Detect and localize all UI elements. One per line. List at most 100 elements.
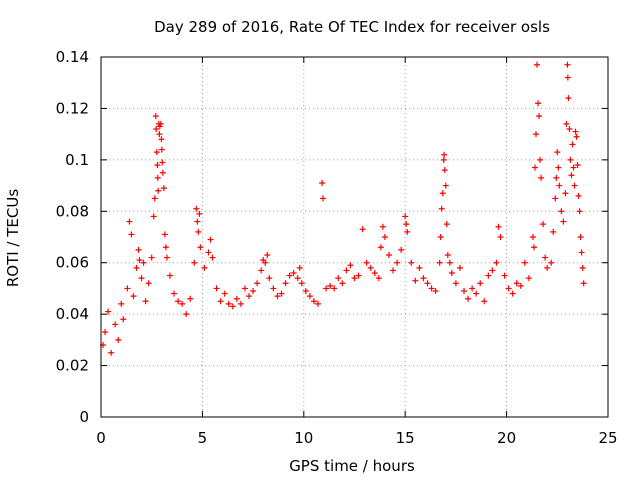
data-point — [237, 300, 244, 307]
data-point — [229, 303, 236, 310]
data-point — [320, 195, 327, 202]
data-point — [145, 280, 152, 287]
data-point — [477, 280, 484, 287]
data-point — [250, 288, 257, 294]
data-point — [136, 257, 143, 264]
data-point — [573, 133, 580, 140]
data-point — [390, 267, 397, 274]
data-point — [571, 182, 578, 189]
data-point — [446, 259, 453, 266]
data-point — [339, 280, 346, 287]
data-point — [166, 272, 173, 279]
data-point — [505, 285, 512, 292]
data-point — [521, 259, 528, 266]
x-tick-label: 10 — [294, 429, 313, 447]
data-point — [436, 259, 443, 266]
data-point — [264, 252, 271, 258]
data-point — [540, 221, 547, 228]
data-point — [381, 234, 388, 240]
data-point — [444, 252, 451, 258]
data-point — [152, 113, 159, 120]
data-point — [544, 264, 551, 271]
data-point — [465, 295, 472, 302]
y-tick-label: 0.12 — [56, 99, 89, 117]
x-tick-label: 0 — [96, 429, 106, 447]
data-point — [566, 126, 573, 132]
data-point — [371, 270, 378, 276]
data-point — [542, 254, 549, 261]
data-point — [473, 290, 480, 297]
x-tick-label: 15 — [396, 429, 415, 447]
data-point — [155, 187, 162, 194]
data-point — [296, 264, 303, 271]
data-point — [485, 272, 492, 279]
data-point — [138, 275, 145, 282]
data-point — [298, 280, 305, 287]
data-point — [335, 275, 342, 282]
data-point — [489, 267, 496, 274]
data-point — [565, 95, 572, 102]
data-point — [108, 349, 115, 356]
data-point — [456, 264, 463, 271]
data-point — [448, 270, 455, 276]
data-point — [497, 234, 504, 240]
data-point — [193, 205, 200, 212]
data-point — [398, 246, 405, 253]
y-tick-label: 0.14 — [56, 48, 89, 66]
data-point — [420, 275, 427, 282]
data-point — [552, 195, 559, 202]
data-point — [179, 300, 186, 307]
data-point — [536, 113, 543, 120]
data-point — [118, 300, 125, 307]
data-point — [162, 244, 169, 251]
data-point — [124, 285, 131, 292]
data-point — [385, 252, 392, 258]
data-point — [194, 218, 201, 225]
data-point — [576, 208, 583, 215]
y-tick-label: 0.06 — [56, 254, 89, 272]
data-point — [375, 275, 382, 282]
data-point — [201, 264, 208, 271]
data-point — [163, 254, 170, 261]
data-point — [156, 131, 163, 138]
data-point — [278, 290, 285, 297]
data-point — [286, 272, 293, 279]
axis-ticks — [100, 56, 609, 418]
data-point — [404, 228, 411, 235]
data-point — [556, 182, 563, 189]
data-point — [217, 298, 224, 305]
data-point — [529, 234, 536, 240]
x-tick-label: 20 — [497, 429, 516, 447]
data-point — [579, 264, 586, 271]
data-point — [438, 205, 445, 212]
data-point — [578, 249, 585, 256]
data-point — [183, 311, 190, 318]
data-point — [367, 264, 374, 271]
data-point — [569, 141, 576, 148]
data-point — [432, 288, 439, 294]
data-point — [461, 288, 468, 294]
data-point — [493, 259, 500, 266]
data-point — [580, 280, 587, 287]
plot-frame — [100, 56, 609, 418]
data-point — [130, 293, 137, 300]
data-point — [531, 164, 538, 171]
data-point — [443, 221, 450, 228]
data-point — [440, 156, 447, 163]
data-point — [554, 149, 561, 156]
data-point — [209, 254, 216, 261]
y-tick-label: 0.02 — [56, 357, 89, 375]
data-point — [441, 167, 448, 174]
data-point — [105, 308, 112, 315]
data-point — [153, 149, 160, 156]
data-point — [196, 210, 203, 217]
data-point — [575, 192, 582, 199]
data-point — [441, 151, 448, 158]
x-axis-label: GPS time / hours — [289, 457, 415, 475]
y-axis-label: ROTI / TECUs — [4, 189, 22, 287]
data-point — [142, 298, 149, 305]
data-point — [535, 100, 542, 107]
data-point — [452, 280, 459, 287]
data-point — [171, 290, 178, 297]
data-point — [158, 136, 165, 143]
